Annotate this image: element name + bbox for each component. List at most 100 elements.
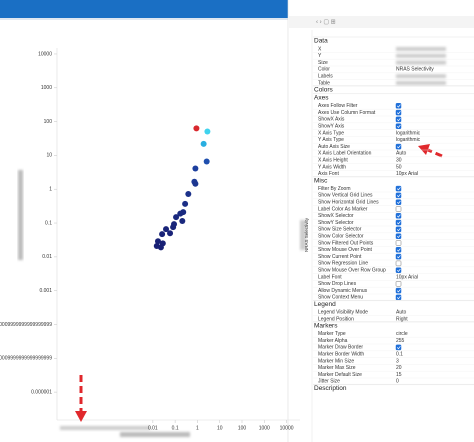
checkbox-checked[interactable] [395,213,402,219]
checkbox-checked[interactable] [395,267,402,273]
point [192,180,199,187]
checkbox-checked[interactable] [395,185,402,192]
arrow-left [418,144,443,158]
property-label: Show Context Menu [318,295,363,301]
point [193,125,200,132]
y-tick-label: 1000 [41,85,52,91]
toolbar-icons[interactable]: ‹ › ▢ ⊞ [316,20,336,26]
y-tick-label: 0.000009999999999999999 [0,356,52,362]
value-blurred [396,47,446,51]
x-tick-label: 10 [217,425,223,431]
property-label: X Axis Height [318,158,348,164]
property-label: Show Current Point [318,254,362,260]
checkbox[interactable] [395,240,402,246]
checkbox-checked[interactable] [395,199,402,205]
property-value[interactable]: NRAS Selectivity [396,67,434,73]
point [167,230,174,237]
point [182,200,189,207]
checkbox-checked[interactable] [395,253,402,260]
title-bar-shadow [0,18,288,20]
property-label: Allow Dynamic Menus [318,288,368,294]
property-label: Filter By Zoom [318,186,351,192]
checkbox-checked[interactable] [395,287,402,294]
checkbox[interactable] [395,206,402,212]
property-label: Show Color Selector [318,234,364,240]
property-label: Marker Max Size [318,365,356,371]
point [154,238,161,245]
checkbox[interactable] [395,281,402,287]
property-label: Label Color As Marker [318,206,368,212]
checkbox-checked[interactable] [395,294,402,301]
check [396,104,401,108]
property-value[interactable]: Right [396,316,408,322]
y-tick-label: 0.01 [42,254,52,260]
checkbox-checked[interactable] [395,192,402,199]
property-value[interactable]: 15 [396,372,402,378]
checkbox-checked[interactable] [395,247,402,253]
point [200,140,207,147]
property-value[interactable]: 3 [396,358,399,364]
check [396,187,401,191]
checkbox-checked[interactable] [395,123,402,129]
point [170,224,177,231]
property-value[interactable]: 20 [396,365,402,371]
property-value[interactable]: 0.1 [396,352,403,358]
check [396,295,401,300]
checkbox-checked[interactable] [395,226,402,233]
point [204,128,211,135]
property-label: Y Axis Width [318,164,346,170]
y-tick-label: 0.00009999999999999999 [0,322,52,328]
property-value[interactable]: Auto [396,151,407,157]
point [179,217,186,224]
checkbox-checked[interactable] [395,344,402,351]
checkbox-checked[interactable] [395,103,402,109]
property-label: ShowX Selector [318,213,354,219]
check [396,227,401,232]
property-value[interactable]: logarithmic [396,137,421,143]
x-tick-label: 1 [196,425,199,431]
check [396,111,401,115]
checkbox-checked[interactable] [395,109,402,116]
property-value[interactable]: 50 [396,164,402,170]
property-label: Axes Follow Filter [318,103,358,109]
property-label: Show Regression Line [318,261,368,267]
property-value[interactable]: Auto [396,310,407,316]
checkbox-checked[interactable] [395,233,402,239]
check [396,193,401,198]
property-label: Axes Use Column Format [318,110,376,116]
property-label: ShowX Axis [318,117,345,123]
point [159,231,166,238]
checkbox-checked[interactable] [395,143,402,150]
check [396,248,401,252]
checkbox[interactable] [395,260,402,267]
value-blurred [396,74,446,79]
property-value[interactable]: 10px Arial [396,171,418,177]
section-title: Legend [314,301,336,308]
panel-bg [288,0,474,442]
property-value[interactable]: circle [396,331,408,337]
check [396,345,401,350]
property-value[interactable]: 0 [396,379,399,385]
property-label: Size [318,60,328,66]
point [163,226,170,233]
property-label: X Axis Label Orientation [318,151,372,157]
property-label: X Axis Type [318,130,344,136]
point [192,165,199,172]
check [396,145,401,149]
checkbox-checked[interactable] [395,116,402,123]
property-label: Marker Type [318,331,346,337]
property-label: Color [318,67,330,73]
x-axis-title-blurred [120,432,190,437]
check [396,234,401,239]
y-tick-label: 1 [49,187,52,193]
value-blurred [396,60,446,65]
property-value[interactable]: 255 [396,338,405,344]
section-title: Markers [314,323,338,330]
checkbox-checked[interactable] [395,219,402,226]
property-value[interactable]: logarithmic [396,130,421,136]
property-value[interactable]: 10px Arial [396,274,418,280]
value-blurred [396,53,446,58]
property-label: Show Vertical Grid Lines [318,193,373,199]
property-value[interactable]: 30 [396,158,402,164]
